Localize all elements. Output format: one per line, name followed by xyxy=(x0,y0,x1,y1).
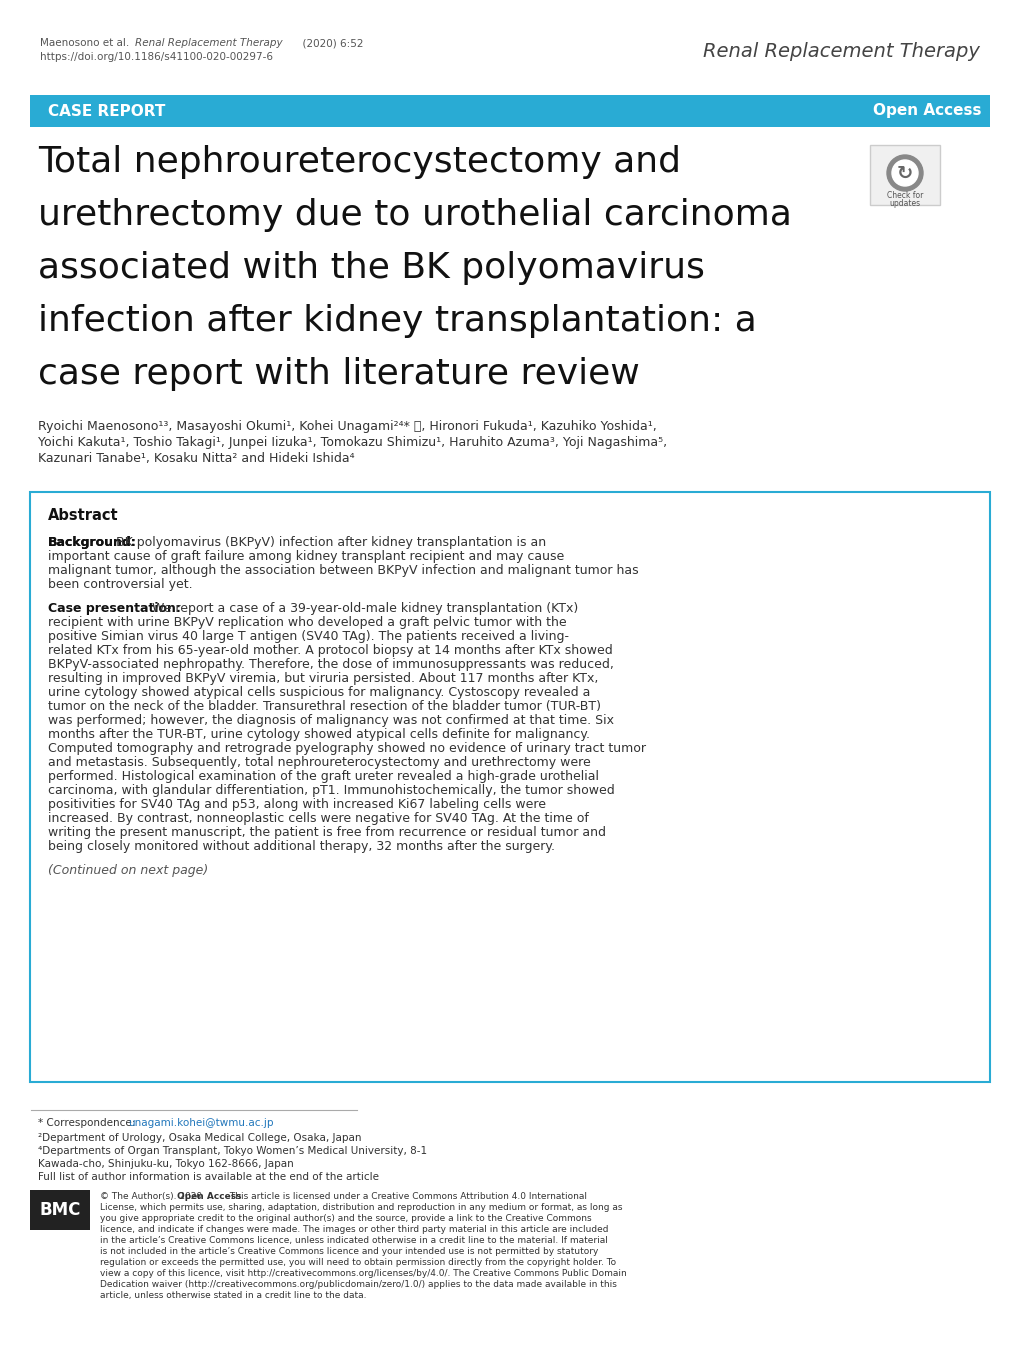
Circle shape xyxy=(892,160,917,186)
Text: CASE REPORT: CASE REPORT xyxy=(48,103,165,118)
Text: resulting in improved BKPyV viremia, but viruria persisted. About 117 months aft: resulting in improved BKPyV viremia, but… xyxy=(48,672,598,686)
Text: Background:: Background: xyxy=(48,537,137,549)
Text: updates: updates xyxy=(889,199,920,209)
Text: Renal Replacement Therapy: Renal Replacement Therapy xyxy=(702,42,979,61)
FancyBboxPatch shape xyxy=(30,95,989,127)
Text: License, which permits use, sharing, adaptation, distribution and reproduction i: License, which permits use, sharing, ada… xyxy=(100,1203,622,1211)
Text: being closely monitored without additional therapy, 32 months after the surgery.: being closely monitored without addition… xyxy=(48,840,554,854)
Text: been controversial yet.: been controversial yet. xyxy=(48,579,193,591)
Text: increased. By contrast, nonneoplastic cells were negative for SV40 TAg. At the t: increased. By contrast, nonneoplastic ce… xyxy=(48,812,588,825)
Text: infection after kidney transplantation: a: infection after kidney transplantation: … xyxy=(38,304,756,337)
FancyBboxPatch shape xyxy=(30,1190,90,1230)
Text: This article is licensed under a Creative Commons Attribution 4.0 International: This article is licensed under a Creativ… xyxy=(227,1192,586,1201)
FancyBboxPatch shape xyxy=(30,492,989,1083)
Text: Abstract: Abstract xyxy=(48,508,118,523)
Text: related KTx from his 65-year-old mother. A protocol biopsy at 14 months after KT: related KTx from his 65-year-old mother.… xyxy=(48,644,612,657)
Text: carcinoma, with glandular differentiation, pT1. Immunohistochemically, the tumor: carcinoma, with glandular differentiatio… xyxy=(48,785,614,797)
Text: ↻: ↻ xyxy=(896,164,912,183)
Text: Maenosono et al.: Maenosono et al. xyxy=(40,38,132,47)
Text: Ryoichi Maenosono¹³, Masayoshi Okumi¹, Kohei Unagami²⁴* 🟢, Hironori Fukuda¹, Kaz: Ryoichi Maenosono¹³, Masayoshi Okumi¹, K… xyxy=(38,420,656,434)
Text: Dedication waiver (http://creativecommons.org/publicdomain/zero/1.0/) applies to: Dedication waiver (http://creativecommon… xyxy=(100,1280,616,1289)
Text: Case presentation:: Case presentation: xyxy=(48,602,180,615)
Text: Open Access: Open Access xyxy=(872,103,981,118)
Text: positive Simian virus 40 large T antigen (SV40 TAg). The patients received a liv: positive Simian virus 40 large T antigen… xyxy=(48,630,569,644)
Text: © The Author(s). 2020: © The Author(s). 2020 xyxy=(100,1192,205,1201)
Text: view a copy of this licence, visit http://creativecommons.org/licenses/by/4.0/. : view a copy of this licence, visit http:… xyxy=(100,1270,626,1278)
Text: Kazunari Tanabe¹, Kosaku Nitta² and Hideki Ishida⁴: Kazunari Tanabe¹, Kosaku Nitta² and Hide… xyxy=(38,453,355,465)
Text: tumor on the neck of the bladder. Transurethral resection of the bladder tumor (: tumor on the neck of the bladder. Transu… xyxy=(48,701,600,713)
Text: you give appropriate credit to the original author(s) and the source, provide a : you give appropriate credit to the origi… xyxy=(100,1214,591,1224)
Text: Kawada-cho, Shinjuku-ku, Tokyo 162-8666, Japan: Kawada-cho, Shinjuku-ku, Tokyo 162-8666,… xyxy=(38,1159,293,1169)
Text: case report with literature review: case report with literature review xyxy=(38,356,639,392)
Text: regulation or exceeds the permitted use, you will need to obtain permission dire: regulation or exceeds the permitted use,… xyxy=(100,1257,615,1267)
Text: Check for: Check for xyxy=(886,191,922,201)
Text: ⁴Departments of Organ Transplant, Tokyo Women’s Medical University, 8-1: ⁴Departments of Organ Transplant, Tokyo … xyxy=(38,1146,427,1156)
Text: was performed; however, the diagnosis of malignancy was not confirmed at that ti: was performed; however, the diagnosis of… xyxy=(48,714,613,728)
Text: Yoichi Kakuta¹, Toshio Takagi¹, Junpei Iizuka¹, Tomokazu Shimizu¹, Haruhito Azum: Yoichi Kakuta¹, Toshio Takagi¹, Junpei I… xyxy=(38,436,666,449)
Text: is not included in the article’s Creative Commons licence and your intended use : is not included in the article’s Creativ… xyxy=(100,1247,598,1256)
Text: Computed tomography and retrograde pyelography showed no evidence of urinary tra: Computed tomography and retrograde pyelo… xyxy=(48,743,645,755)
Text: (2020) 6:52: (2020) 6:52 xyxy=(282,38,363,47)
Text: ²Department of Urology, Osaka Medical College, Osaka, Japan: ²Department of Urology, Osaka Medical Co… xyxy=(38,1133,361,1144)
Text: in the article’s Creative Commons licence, unless indicated otherwise in a credi: in the article’s Creative Commons licenc… xyxy=(100,1236,607,1245)
Text: BKPyV-associated nephropathy. Therefore, the dose of immunosuppressants was redu: BKPyV-associated nephropathy. Therefore,… xyxy=(48,659,613,671)
Text: performed. Histological examination of the graft ureter revealed a high-grade ur: performed. Histological examination of t… xyxy=(48,770,598,783)
Circle shape xyxy=(887,154,922,191)
Text: recipient with urine BKPyV replication who developed a graft pelvic tumor with t: recipient with urine BKPyV replication w… xyxy=(48,617,567,629)
Text: and metastasis. Subsequently, total nephroureterocystectomy and urethrectomy wer: and metastasis. Subsequently, total neph… xyxy=(48,756,590,770)
Text: Renal Replacement Therapy: Renal Replacement Therapy xyxy=(135,38,282,47)
Text: writing the present manuscript, the patient is free from recurrence or residual : writing the present manuscript, the pati… xyxy=(48,827,605,839)
Text: We report a case of a 39-year-old-male kidney transplantation (KTx): We report a case of a 39-year-old-male k… xyxy=(152,602,578,615)
Text: (Continued on next page): (Continued on next page) xyxy=(48,864,208,877)
Text: article, unless otherwise stated in a credit line to the data.: article, unless otherwise stated in a cr… xyxy=(100,1291,366,1299)
Text: months after the TUR-BT, urine cytology showed atypical cells definite for malig: months after the TUR-BT, urine cytology … xyxy=(48,728,589,741)
Text: associated with the BK polyomavirus: associated with the BK polyomavirus xyxy=(38,251,704,285)
Text: Open Access: Open Access xyxy=(177,1192,242,1201)
Text: BK polyomavirus (BKPyV) infection after kidney transplantation is an: BK polyomavirus (BKPyV) infection after … xyxy=(116,537,545,549)
Text: Background:: Background: xyxy=(48,537,137,549)
Text: Full list of author information is available at the end of the article: Full list of author information is avail… xyxy=(38,1172,379,1182)
Text: important cause of graft failure among kidney transplant recipient and may cause: important cause of graft failure among k… xyxy=(48,550,564,562)
Text: urine cytology showed atypical cells suspicious for malignancy. Cystoscopy revea: urine cytology showed atypical cells sus… xyxy=(48,686,590,699)
Text: https://doi.org/10.1186/s41100-020-00297-6: https://doi.org/10.1186/s41100-020-00297… xyxy=(40,51,273,62)
FancyBboxPatch shape xyxy=(869,145,940,205)
Text: urethrectomy due to urothelial carcinoma: urethrectomy due to urothelial carcinoma xyxy=(38,198,791,232)
Text: malignant tumor, although the association between BKPyV infection and malignant : malignant tumor, although the associatio… xyxy=(48,564,638,577)
Text: BMC: BMC xyxy=(40,1201,81,1220)
Text: positivities for SV40 TAg and p53, along with increased Ki67 labeling cells were: positivities for SV40 TAg and p53, along… xyxy=(48,798,545,812)
Text: unagami.kohei@twmu.ac.jp: unagami.kohei@twmu.ac.jp xyxy=(127,1118,273,1127)
Text: licence, and indicate if changes were made. The images or other third party mate: licence, and indicate if changes were ma… xyxy=(100,1225,608,1234)
Text: Total nephroureterocystectomy and: Total nephroureterocystectomy and xyxy=(38,145,681,179)
Text: * Correspondence:: * Correspondence: xyxy=(38,1118,139,1127)
